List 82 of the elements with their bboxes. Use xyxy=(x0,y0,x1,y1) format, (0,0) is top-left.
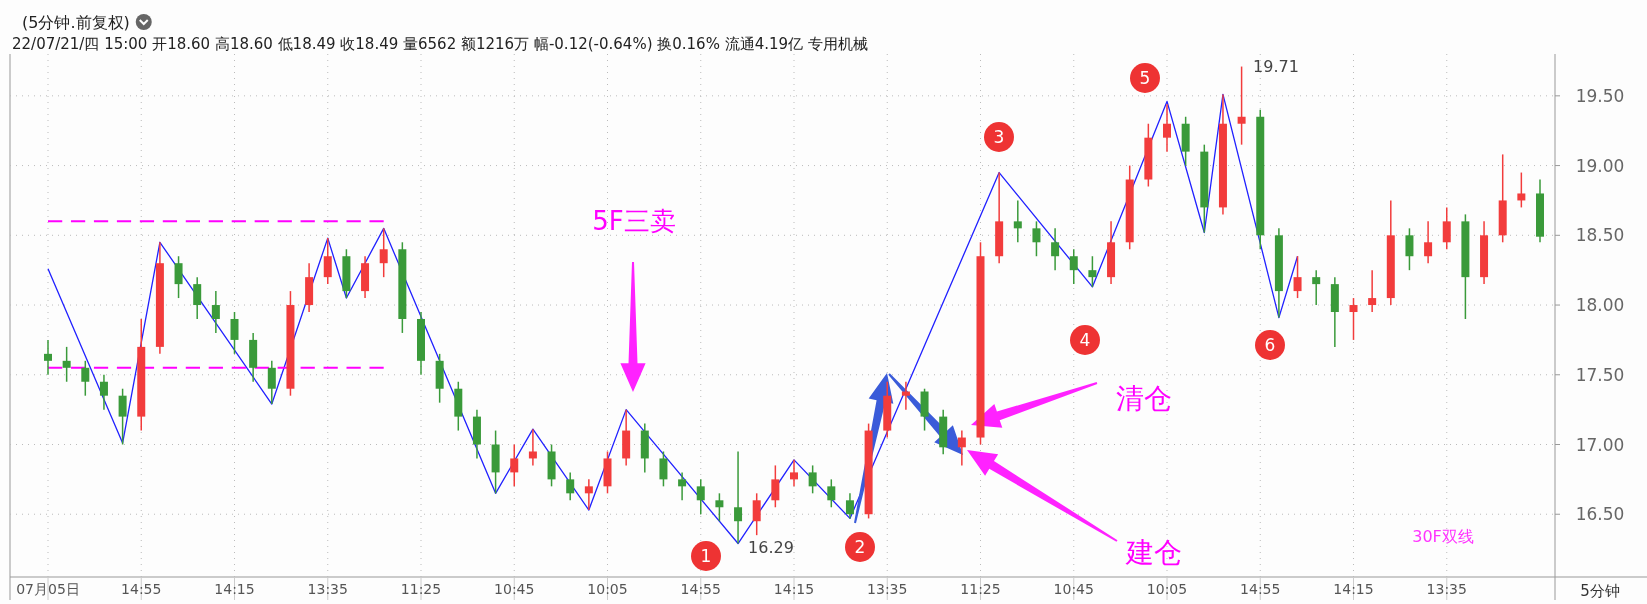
y-tick-label: 19.50 xyxy=(1575,85,1625,106)
candlestick xyxy=(790,459,798,488)
candlestick xyxy=(230,311,239,355)
candlestick xyxy=(323,237,332,285)
candlestick xyxy=(1163,103,1171,153)
annotation: 4 xyxy=(1079,330,1091,350)
x-tick-label: 14:55 xyxy=(1240,581,1281,597)
candlestick xyxy=(901,381,910,411)
candlestick xyxy=(211,290,220,334)
annotation: 1 xyxy=(700,546,712,566)
y-tick-label: 18.00 xyxy=(1575,295,1625,316)
candlestick xyxy=(957,429,966,467)
x-tick-label: 14:15 xyxy=(214,581,255,597)
x-tick-label: 13:35 xyxy=(307,581,348,597)
candlestick xyxy=(1349,297,1358,341)
candlestick xyxy=(1293,255,1302,299)
x-tick-label: 14:55 xyxy=(121,581,162,597)
candlestick xyxy=(678,471,687,502)
candlestick xyxy=(1013,199,1022,244)
x-tick-label: 14:15 xyxy=(1333,581,1374,597)
candlestick xyxy=(118,387,127,446)
annotation: 30F双线 xyxy=(1412,527,1474,546)
candlestick xyxy=(1517,171,1526,209)
candlestick xyxy=(1442,206,1451,250)
x-tick-label: 11:25 xyxy=(400,581,442,597)
annotation: 建仓 xyxy=(1125,536,1182,569)
x-tick-label: 10:45 xyxy=(1053,581,1094,597)
candlestick xyxy=(1237,65,1246,146)
x-tick-label: 10:05 xyxy=(1146,581,1188,597)
candlestick xyxy=(174,255,183,299)
candlestick xyxy=(193,276,202,320)
candlestick xyxy=(715,492,724,522)
candlestick xyxy=(696,478,705,515)
candlestick xyxy=(566,471,575,502)
annotation: 19.71 xyxy=(1253,57,1299,76)
y-tick-label: 18.50 xyxy=(1575,225,1625,246)
candlestick xyxy=(1424,220,1433,264)
x-tick-label: 10:05 xyxy=(587,581,628,597)
candlestick xyxy=(528,428,537,467)
candlestick xyxy=(1051,227,1060,271)
candlestick xyxy=(827,478,836,509)
candlestick xyxy=(1368,269,1377,313)
chart-subtitle: 22/07/21/四 15:00 开18.60 高18.60 低18.49 收18.49 量6562 额1216万 幅-0.12(-0.64%) 换0.16% 流通4.19亿 专用机械 xyxy=(12,35,868,53)
candlestick xyxy=(510,443,519,488)
candlestick xyxy=(734,450,743,545)
candlestick xyxy=(584,478,593,511)
annotation: 5F三卖 xyxy=(592,206,676,236)
x-tick-label: 13:35 xyxy=(1426,581,1467,597)
candlestick xyxy=(771,464,780,509)
annotation: 6 xyxy=(1264,335,1276,355)
candlestick xyxy=(81,360,90,397)
candlestick xyxy=(845,492,854,520)
candlestick xyxy=(379,227,388,278)
x-tick-label: 10:45 xyxy=(494,581,535,597)
annotation: 5 xyxy=(1139,68,1151,88)
chart-title: (5分钟.前复权) xyxy=(22,13,130,32)
x-tick-label: 14:55 xyxy=(680,581,721,597)
candlestick xyxy=(99,374,108,411)
annotation: 清仓 xyxy=(1116,382,1172,415)
x-tick-label: 13:35 xyxy=(867,581,908,597)
x-tick-label: 11:25 xyxy=(960,581,1001,597)
y-tick-label: 17.00 xyxy=(1575,434,1625,455)
candlestick xyxy=(1032,220,1041,257)
candlestick xyxy=(808,464,817,495)
annotation: 16.29 xyxy=(748,538,794,557)
annotation: 2 xyxy=(854,537,866,557)
candlestick xyxy=(44,339,52,376)
x-tick-label: 14:15 xyxy=(773,581,815,597)
candlestick xyxy=(1312,269,1321,306)
candlestick xyxy=(62,346,71,383)
y-tick-label: 16.50 xyxy=(1575,504,1625,525)
candlestick xyxy=(1088,255,1097,288)
candlestick xyxy=(659,450,668,488)
candlestick xyxy=(752,492,761,536)
candlestick xyxy=(1069,248,1078,285)
annotation: 3 xyxy=(993,127,1005,147)
y-tick-label: 19.00 xyxy=(1575,155,1625,176)
candlestick xyxy=(1405,227,1414,271)
text: 5分钟 xyxy=(1580,582,1620,600)
y-tick-label: 17.50 xyxy=(1575,364,1625,385)
candlestick xyxy=(267,360,276,405)
x-tick-label: 07月05日 xyxy=(16,581,80,597)
